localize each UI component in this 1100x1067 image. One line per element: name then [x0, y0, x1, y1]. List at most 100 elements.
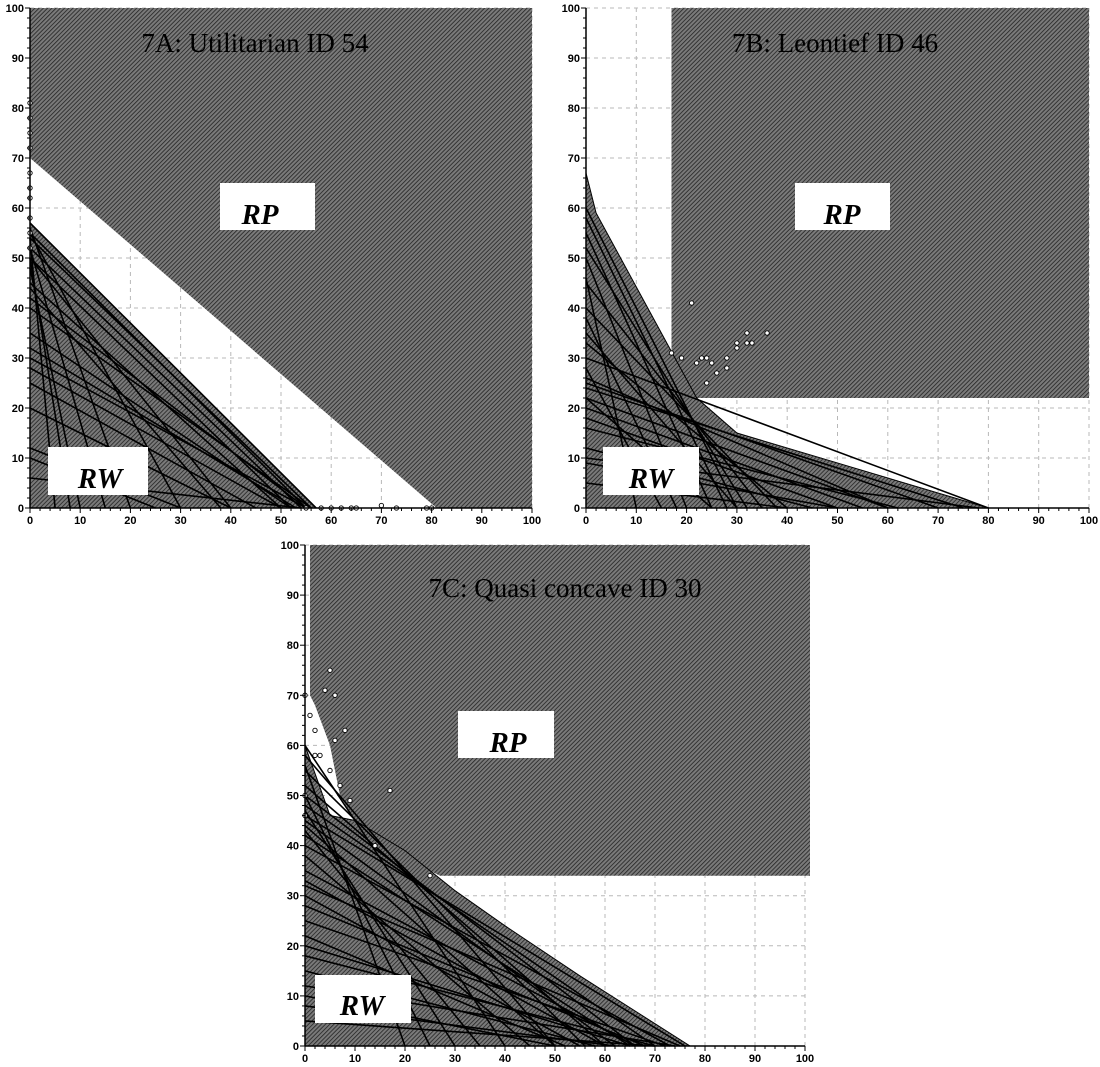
x-tick-label: 80 [699, 1053, 711, 1065]
budget-line [304, 810, 456, 1047]
x-tick-label: 50 [549, 1053, 561, 1065]
x-tick-label: 40 [225, 515, 237, 527]
data-point [317, 752, 323, 759]
y-tick-label: 60 [12, 203, 24, 215]
y-tick-label: 100 [562, 3, 580, 15]
x-tick-label: 20 [399, 1053, 411, 1065]
data-point [312, 727, 318, 734]
budget-line [585, 247, 748, 509]
budget-line [304, 814, 686, 1047]
x-tick-label: 70 [649, 1053, 661, 1065]
y-tick-label: 100 [6, 3, 24, 15]
panel-7a: 0 10 20 30 40 50 60 70 80 90 100 0 10 20 30 40 50 60 70 80 9… [6, 3, 542, 527]
x-tick-label: 30 [449, 1053, 461, 1065]
budget-line [304, 884, 681, 1047]
budget-line [29, 257, 232, 509]
data-point [709, 360, 715, 366]
rp-label-box [795, 183, 890, 230]
y-tick-label: 30 [12, 353, 24, 365]
y-tick-label: 60 [568, 203, 580, 215]
budget-line [29, 307, 312, 509]
y-tick-label: 0 [18, 503, 24, 515]
y-tick-label: 40 [568, 303, 580, 315]
x-tick-label: 30 [731, 515, 743, 527]
data-point [694, 360, 700, 366]
y-tick-label: 30 [568, 353, 580, 365]
data-point [744, 330, 750, 336]
y-tick-label: 90 [287, 590, 299, 602]
rp-label-box [220, 183, 315, 230]
y-tick-label: 50 [568, 253, 580, 265]
data-point [688, 300, 695, 306]
data-point [307, 712, 313, 718]
y-tick-label: 0 [574, 503, 580, 515]
budget-line [29, 232, 182, 509]
x-tick-label: 100 [796, 1053, 814, 1065]
x-tick-label: 80 [425, 515, 437, 527]
rp-region [310, 545, 810, 876]
panel-title: 7A: Utilitarian ID 54 [141, 28, 369, 58]
panel-7b: 0 10 20 30 40 50 60 70 80 90 100 0 10 20 30 40 50 60 70 80 9… [562, 3, 1099, 527]
budget-line [29, 237, 312, 509]
data-point [704, 380, 710, 386]
budget-line [304, 844, 671, 1047]
y-tick-label: 40 [287, 841, 299, 853]
y-tick-label: 50 [12, 253, 24, 265]
y-tick-label: 70 [568, 153, 580, 165]
budget-line [585, 207, 738, 509]
data-point [342, 727, 348, 734]
rw-region [304, 745, 692, 1047]
rw-label-box [48, 447, 148, 495]
budget-line [304, 904, 646, 1047]
y-tick-label: 80 [287, 640, 299, 652]
rp-region [30, 8, 532, 508]
data-point [337, 782, 343, 789]
x-tick-label: 90 [1033, 515, 1045, 527]
y-tick-label: 10 [287, 991, 299, 1003]
data-point [749, 340, 755, 346]
rw-label: RW [77, 463, 125, 495]
x-tick-label: 20 [680, 515, 692, 527]
x-tick-label: 30 [174, 515, 186, 527]
x-tick-label: 90 [749, 1053, 761, 1065]
budget-line [304, 879, 606, 1047]
budget-line [29, 222, 317, 509]
x-tick-label: 60 [599, 1053, 611, 1065]
budget-line [304, 830, 481, 1047]
x-tick-label: 0 [583, 515, 589, 527]
y-tick-label: 20 [568, 403, 580, 415]
data-point [699, 355, 705, 361]
x-tick-label: 0 [302, 1053, 308, 1065]
x-tick-label: 10 [630, 515, 642, 527]
x-tick-label: 40 [781, 515, 793, 527]
budget-line [304, 855, 531, 1047]
x-tick-label: 10 [349, 1053, 361, 1065]
x-tick-label: 40 [499, 1053, 511, 1065]
y-tick-label: 60 [287, 740, 299, 752]
budget-line [29, 347, 297, 509]
rp-label: RP [488, 727, 526, 759]
y-tick-label: 80 [568, 103, 580, 115]
data-point [327, 767, 333, 774]
budget-line [585, 407, 863, 509]
data-point [724, 355, 730, 361]
budget-line [304, 834, 631, 1047]
data-point [378, 502, 385, 509]
x-tick-label: 80 [982, 515, 994, 527]
y-tick-label: 30 [287, 891, 299, 903]
data-point [678, 355, 685, 361]
budget-line [304, 1020, 656, 1047]
data-point [764, 330, 770, 336]
budget-line [304, 919, 666, 1047]
budget-line [304, 769, 586, 1047]
y-tick-label: 0 [293, 1041, 299, 1053]
y-tick-label: 10 [568, 453, 580, 465]
x-tick-label: 100 [523, 515, 541, 527]
budget-line [585, 382, 939, 509]
y-tick-label: 40 [12, 303, 24, 315]
rp-label-box [458, 711, 554, 758]
rw-label-box [603, 447, 699, 495]
budget-line [304, 955, 656, 1047]
budget-line [29, 367, 282, 509]
